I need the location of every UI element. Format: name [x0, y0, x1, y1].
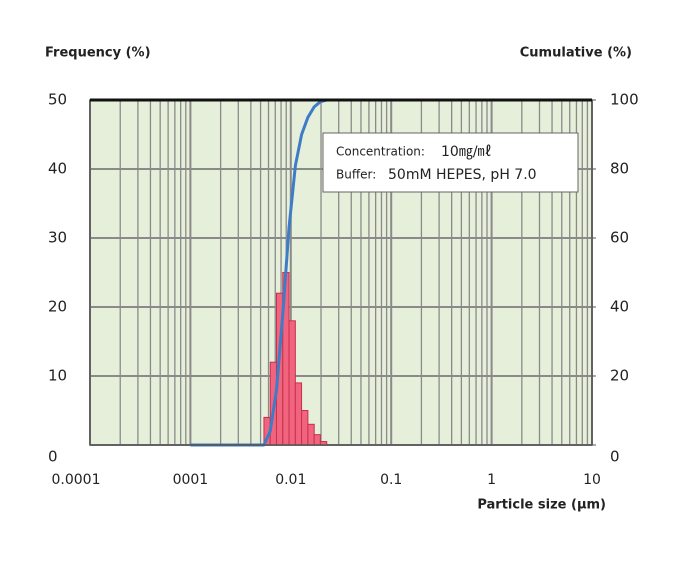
x-tick-label: 1 [487, 472, 496, 488]
y2-tick-label: 20 [610, 367, 629, 385]
cumulative-line [190, 98, 562, 447]
y2-axis-label: Cumulative (%) [520, 46, 632, 61]
y-tick-label: 0 [48, 448, 58, 466]
x-tick-label: 0.01 [275, 472, 306, 488]
y2-tick-label: 60 [610, 229, 629, 247]
x-tick-label: 0.0001 [52, 472, 101, 488]
note-label: Concentration: [336, 145, 425, 159]
bar [288, 320, 296, 446]
note-label: Buffer: [336, 168, 376, 182]
x-tick-label: 0.1 [380, 472, 402, 488]
y-tick-label: 30 [48, 229, 67, 247]
y-tick-label: 10 [48, 367, 67, 385]
y2-tick-label: 80 [610, 160, 629, 178]
bar [294, 382, 303, 446]
bar [301, 410, 309, 446]
x-axis-label: Particle size (μm) [477, 498, 606, 513]
y2-tick-label: 40 [610, 298, 629, 316]
y-tick-label: 50 [48, 91, 67, 109]
note-value: 10㎎/㎖ [441, 144, 492, 160]
y2-tick-label: 0 [610, 448, 620, 466]
x-tick-label: 10 [583, 472, 601, 488]
y-tick-label: 40 [48, 160, 67, 178]
bar [307, 423, 315, 446]
x-tick-label: 0001 [173, 472, 209, 488]
y-tick-label: 20 [48, 298, 67, 316]
note-value: 50mM HEPES, pH 7.0 [388, 167, 537, 183]
bar [313, 434, 321, 446]
y-axis-label: Frequency (%) [45, 46, 151, 61]
note-box [322, 132, 579, 193]
y2-tick-label: 100 [610, 91, 639, 109]
